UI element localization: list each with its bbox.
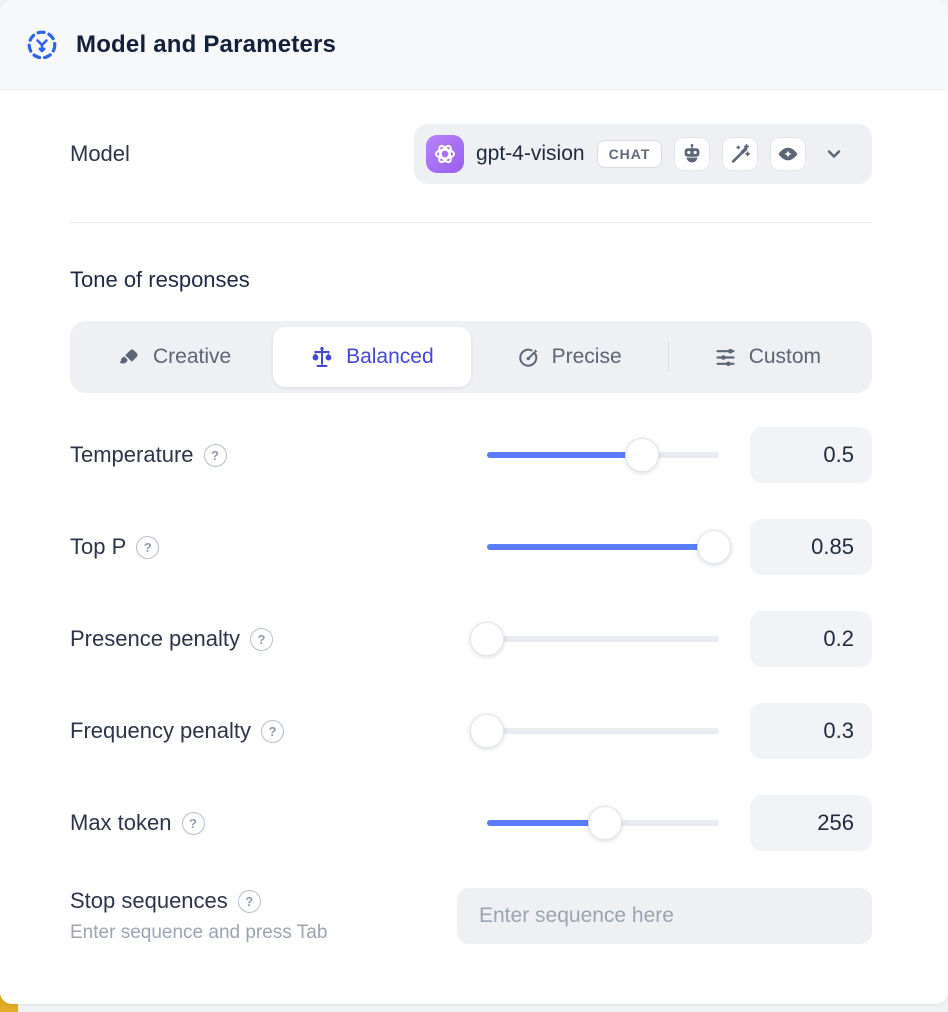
panel-header: Model and Parameters [0, 0, 948, 90]
chevron-down-icon [824, 144, 844, 164]
section-divider [70, 222, 872, 223]
max-token-label: Max token [70, 810, 172, 835]
tone-option-label: Precise [551, 345, 622, 368]
slider-thumb[interactable] [697, 530, 732, 564]
tone-section-title: Tone of responses [70, 267, 250, 292]
magic-wand-icon [722, 137, 759, 171]
stop-sequences-helper: Enter sequence and press Tab [70, 922, 328, 943]
sliders-icon [716, 348, 735, 366]
max-token-value[interactable]: 256 [750, 795, 872, 851]
max-token-slider[interactable] [487, 795, 719, 851]
presence-penalty-value[interactable]: 0.2 [750, 611, 872, 667]
top-p-row: Top P ? 0.85 [70, 519, 872, 575]
slider-thumb[interactable] [470, 714, 504, 748]
help-icon[interactable]: ? [203, 443, 227, 467]
presence-penalty-row: Presence penalty ? 0.2 [70, 611, 872, 667]
temperature-row: Temperature ? 0.5 [70, 427, 872, 483]
slider-thumb[interactable] [470, 622, 504, 656]
presence-penalty-slider[interactable] [470, 611, 719, 667]
temperature-label: Temperature [70, 442, 194, 467]
temperature-slider[interactable] [487, 427, 719, 483]
openai-logo-icon [426, 135, 464, 173]
stop-sequence-input[interactable] [457, 888, 872, 944]
slider-thumb[interactable] [625, 438, 660, 472]
top-p-slider[interactable] [487, 519, 732, 575]
slider-thumb[interactable] [588, 806, 623, 840]
chat-badge: CHAT [596, 140, 663, 168]
presence-penalty-label: Presence penalty [70, 626, 240, 651]
frequency-penalty-value[interactable]: 0.3 [750, 703, 872, 759]
frequency-penalty-row: Frequency penalty ? 0.3 [70, 703, 872, 759]
tone-option-precise[interactable]: Precise [471, 327, 668, 387]
model-row: Model gpt-4-vision CHAT [70, 124, 872, 184]
robot-icon [674, 137, 711, 171]
help-icon[interactable]: ? [181, 811, 205, 835]
tone-segmented-control: Creative Balanced Precise [70, 321, 872, 393]
help-icon[interactable]: ? [136, 535, 160, 559]
segment-divider [667, 342, 669, 372]
top-p-label: Top P [70, 534, 127, 559]
selected-model-name: gpt-4-vision [476, 142, 585, 165]
stop-sequences-label: Stop sequences [70, 888, 228, 913]
tone-option-creative[interactable]: Creative [76, 327, 273, 387]
tone-option-label: Creative [153, 345, 232, 368]
tone-option-label: Balanced [346, 345, 434, 368]
target-dart-icon [518, 348, 538, 367]
eye-icon [770, 137, 807, 171]
frequency-penalty-slider[interactable] [470, 703, 719, 759]
paintbrush-icon [119, 348, 138, 364]
help-icon[interactable]: ? [250, 627, 273, 651]
max-token-row: Max token ? 256 [70, 795, 872, 851]
model-params-icon [27, 30, 57, 59]
model-label: Model [70, 141, 130, 166]
balance-scale-icon [312, 346, 332, 367]
temperature-value[interactable]: 0.5 [750, 427, 872, 483]
tone-option-balanced[interactable]: Balanced [273, 327, 471, 387]
panel-title: Model and Parameters [76, 30, 337, 58]
help-icon[interactable]: ? [237, 889, 261, 913]
help-icon[interactable]: ? [261, 719, 284, 743]
top-p-value[interactable]: 0.85 [750, 519, 872, 575]
tone-option-custom[interactable]: Custom [669, 327, 866, 387]
panel-body: Model gpt-4-vision CHAT [0, 124, 948, 1002]
tone-option-label: Custom [748, 345, 822, 368]
model-select[interactable]: gpt-4-vision CHAT [414, 124, 872, 184]
frequency-penalty-label: Frequency penalty [70, 718, 251, 743]
stop-sequences-row: Stop sequences ? Enter sequence and pres… [70, 888, 872, 1002]
